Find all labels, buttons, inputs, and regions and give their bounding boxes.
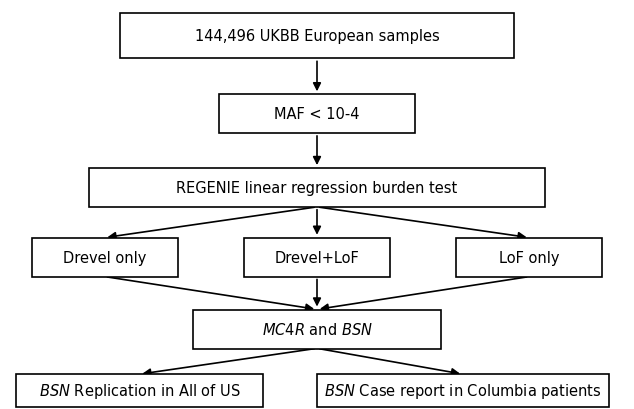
FancyBboxPatch shape <box>32 238 178 277</box>
FancyBboxPatch shape <box>16 374 263 407</box>
FancyBboxPatch shape <box>219 95 415 134</box>
FancyBboxPatch shape <box>120 14 514 59</box>
Text: 144,496 UKBB European samples: 144,496 UKBB European samples <box>195 29 439 44</box>
Text: Drevel+LoF: Drevel+LoF <box>275 250 359 265</box>
FancyBboxPatch shape <box>317 374 609 407</box>
FancyBboxPatch shape <box>193 310 441 348</box>
Text: LoF only: LoF only <box>499 250 560 265</box>
Text: MAF < 10-4: MAF < 10-4 <box>275 107 359 122</box>
FancyBboxPatch shape <box>456 238 602 277</box>
Text: $\mathit{MC4R}$ and $\mathit{BSN}$: $\mathit{MC4R}$ and $\mathit{BSN}$ <box>261 321 373 337</box>
Text: REGENIE linear regression burden test: REGENIE linear regression burden test <box>176 181 458 196</box>
Text: $\mathit{BSN}$ Replication in All of US: $\mathit{BSN}$ Replication in All of US <box>39 381 240 400</box>
FancyBboxPatch shape <box>244 238 390 277</box>
Text: $\mathit{BSN}$ Case report in Columbia patients: $\mathit{BSN}$ Case report in Columbia p… <box>324 381 602 400</box>
FancyBboxPatch shape <box>89 169 545 207</box>
Text: Drevel only: Drevel only <box>63 250 146 265</box>
